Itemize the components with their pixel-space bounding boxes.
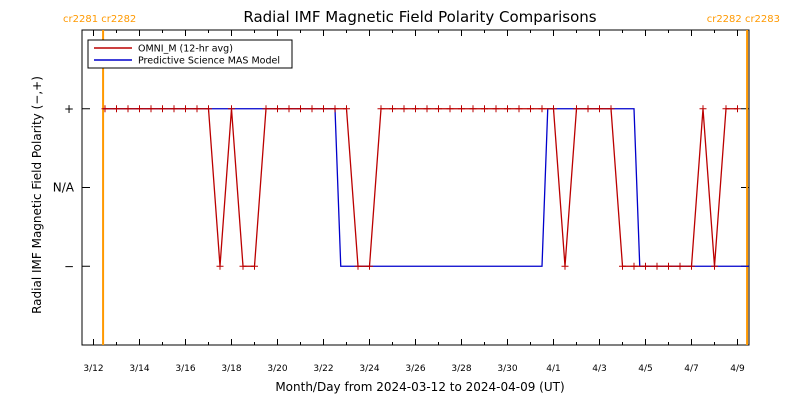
data-point	[458, 105, 465, 113]
data-point	[205, 105, 212, 113]
data-point	[216, 262, 224, 270]
data-point	[446, 105, 454, 113]
x-tick-label: 3/28	[451, 364, 471, 374]
data-point	[734, 105, 741, 113]
y-axis-ticks: + N/A −	[53, 102, 749, 273]
data-point	[274, 105, 281, 113]
x-axis-ticks: 3/12 3/14 3/16 3/18 3/20 3/22 3/24 3/26 3/28 3/30…	[83, 30, 745, 374]
data-point	[619, 262, 626, 270]
data-point	[113, 105, 120, 113]
data-point	[550, 105, 557, 113]
data-point	[515, 105, 523, 113]
data-point	[124, 105, 132, 113]
data-point	[504, 105, 511, 113]
data-point	[676, 262, 684, 270]
data-point	[297, 105, 304, 113]
legend-label-omni: OMNI_M (12-hr avg)	[138, 44, 233, 55]
data-point	[423, 105, 431, 113]
x-tick-label: 4/9	[730, 364, 745, 374]
data-point	[573, 105, 580, 113]
x-tick-label: 4/3	[592, 364, 606, 374]
data-point	[688, 262, 695, 270]
x-axis-label: Month/Day from 2024-03-12 to 2024-04-09 …	[275, 380, 564, 394]
x-tick-label: 4/5	[638, 364, 652, 374]
data-point	[412, 105, 419, 113]
data-point	[239, 262, 247, 270]
x-tick-label: 4/7	[684, 364, 698, 374]
data-point	[630, 262, 638, 270]
y-tick-label: −	[64, 259, 74, 273]
data-point	[469, 105, 477, 113]
series-line-omni	[105, 108, 738, 267]
data-point	[182, 105, 189, 113]
y-axis-label: Radial IMF Magnetic Field Polarity (−,+)	[30, 76, 44, 314]
carrington-lines	[102, 30, 749, 345]
data-point	[653, 262, 661, 270]
data-point	[101, 105, 109, 113]
data-point	[607, 105, 615, 113]
x-tick-label: 3/26	[405, 364, 425, 374]
x-tick-label: 4/1	[546, 364, 560, 374]
chart-title: Radial IMF Magnetic Field Polarity Compa…	[243, 8, 596, 26]
x-tick-label: 3/30	[497, 364, 517, 374]
data-point	[343, 105, 350, 113]
plot-frame	[81, 29, 750, 346]
data-point	[584, 105, 592, 113]
data-point	[711, 262, 718, 270]
y-tick-label: +	[64, 102, 74, 116]
x-tick-label: 3/20	[267, 364, 287, 374]
data-point	[538, 105, 546, 113]
carrington-label-right: cr2282 cr2283	[707, 14, 780, 25]
data-point	[722, 105, 730, 113]
series-line-mas	[103, 108, 749, 267]
carrington-label-left: cr2281 cr2282	[63, 14, 136, 25]
data-point	[262, 105, 270, 113]
data-point	[354, 262, 362, 270]
data-point	[251, 262, 258, 270]
x-tick-label: 3/18	[221, 364, 241, 374]
x-tick-label: 3/12	[83, 364, 103, 374]
data-point	[699, 105, 707, 113]
x-tick-label: 3/24	[359, 364, 379, 374]
data-point	[147, 105, 155, 113]
data-series	[101, 105, 749, 270]
data-point	[642, 262, 649, 270]
data-point	[596, 105, 603, 113]
legend-box	[87, 39, 293, 69]
data-point	[308, 105, 316, 113]
data-point	[320, 105, 327, 113]
data-point	[170, 105, 178, 113]
data-point	[377, 105, 385, 113]
data-point	[389, 105, 396, 113]
data-point	[159, 105, 166, 113]
legend: OMNI_M (12-hr avg) Predictive Science MA…	[87, 39, 293, 69]
x-tick-label: 3/22	[313, 364, 333, 374]
data-point	[366, 262, 373, 270]
data-point	[193, 105, 201, 113]
data-point	[492, 105, 500, 113]
x-tick-label: 3/14	[129, 364, 149, 374]
data-point	[527, 105, 534, 113]
data-point	[561, 262, 569, 270]
y-tick-label: N/A	[53, 181, 75, 195]
data-point	[331, 105, 339, 113]
data-point	[481, 105, 488, 113]
data-point	[435, 105, 442, 113]
legend-label-mas: Predictive Science MAS Model	[138, 56, 280, 67]
data-point	[665, 262, 672, 270]
data-point	[136, 105, 143, 113]
data-point	[285, 105, 293, 113]
data-point	[400, 105, 408, 113]
data-point	[228, 105, 235, 113]
x-tick-label: 3/16	[175, 364, 195, 374]
